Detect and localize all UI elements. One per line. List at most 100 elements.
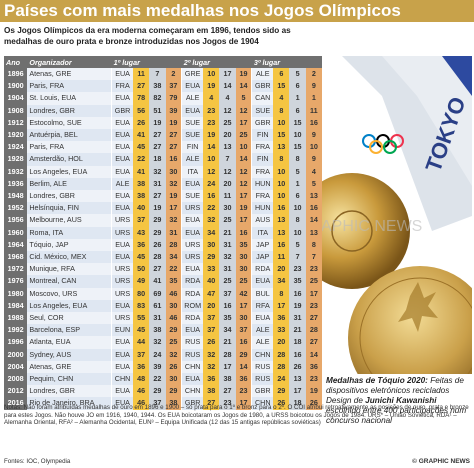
place-1-country-cell: EUA xyxy=(111,153,133,166)
place-2-country-cell: ITA xyxy=(181,165,204,178)
place-1-country-cell: URS xyxy=(111,214,133,227)
table-row: 1980 Moscovo, URS URS 80 69 46 RDA 47 37 42 BUL 8 16… xyxy=(4,287,322,300)
place-1-gold-cell: 50 xyxy=(133,263,150,276)
place-1-bronze-cell: 32 xyxy=(165,348,182,361)
place-3-bronze-cell: 13 xyxy=(305,190,322,203)
place-1-bronze-cell: 2 xyxy=(165,68,182,81)
place-1-country-cell: ALE xyxy=(111,177,133,191)
place-3-silver-cell: 26 xyxy=(289,360,306,374)
place-1-silver-cell: 37 xyxy=(149,397,166,410)
place-2-country-cell: URS xyxy=(181,238,204,252)
place-1-silver-cell: 82 xyxy=(149,92,166,105)
year-cell: 1912 xyxy=(4,116,28,130)
place-3-country-cell: CHN xyxy=(251,348,274,361)
place-2-bronze-cell: 12 xyxy=(235,177,252,191)
organizer-cell: Londres, GBR xyxy=(27,190,112,203)
place-1-country-cell: EUA xyxy=(111,238,133,252)
place-2-silver-cell: 16 xyxy=(219,299,236,313)
place-1-gold-cell: 27 xyxy=(133,80,150,93)
place-3-country-cell: FIN xyxy=(251,129,274,142)
year-cell: 1972 xyxy=(4,263,28,276)
place-1-gold-cell: 37 xyxy=(133,214,150,227)
place-2-bronze-cell: 16 xyxy=(235,336,252,349)
place-2-country-cell: SUE xyxy=(181,116,204,130)
place-1-silver-cell: 31 xyxy=(149,177,166,191)
place-2-silver-cell: 27 xyxy=(219,385,236,398)
place-2-country-cell: EUA xyxy=(181,177,204,191)
place-1-silver-cell: 27 xyxy=(149,263,166,276)
place-2-country-cell: RUS xyxy=(181,348,204,361)
place-2-country-cell: ALE xyxy=(181,153,204,166)
table-row: 1896 Atenas, GRE EUA 11 7 2 GRE 10 17 19 ALE 6 5 2 xyxy=(4,68,322,81)
organizer-cell: Atenas, GRE xyxy=(27,360,112,374)
place-3-silver-cell: 5 xyxy=(289,165,306,178)
year-cell: 1964 xyxy=(4,238,28,252)
place-3-silver-cell: 21 xyxy=(289,324,306,337)
place-2-gold-cell: 19 xyxy=(203,80,220,93)
place-3-country-cell: RDA xyxy=(251,263,274,276)
place-1-gold-cell: 83 xyxy=(133,299,150,313)
place-3-country-cell: FRA xyxy=(251,165,274,178)
place-3-gold-cell: 8 xyxy=(273,153,290,166)
year-cell: 2004 xyxy=(4,360,28,374)
place-2-silver-cell: 17 xyxy=(219,360,236,374)
place-2-bronze-cell: 36 xyxy=(235,373,252,386)
year-cell: 1968 xyxy=(4,251,28,264)
place-3-country-cell: SUE xyxy=(251,104,274,117)
place-1-country-cell: URS xyxy=(111,275,133,288)
table-row: 1992 Barcelona, ESP EUN 45 38 29 EUA 37 34 37 ALE 3… xyxy=(4,324,322,337)
place-1-bronze-cell: 30 xyxy=(165,165,182,178)
place-3-gold-cell: 33 xyxy=(273,324,290,337)
place-1-silver-cell: 29 xyxy=(149,385,166,398)
place-2-bronze-cell: 12 xyxy=(235,104,252,117)
place-1-bronze-cell: 46 xyxy=(165,287,182,300)
place-2-silver-cell: 38 xyxy=(219,373,236,386)
place-1-gold-cell: 46 xyxy=(133,397,150,410)
place-3-silver-cell: 7 xyxy=(289,251,306,264)
place-1-bronze-cell: 29 xyxy=(165,324,182,337)
place-3-gold-cell: 34 xyxy=(273,275,290,288)
place-3-country-cell: GBR xyxy=(251,385,274,398)
place-2-silver-cell: 31 xyxy=(219,263,236,276)
place-2-silver-cell: 30 xyxy=(219,202,236,215)
place-1-country-cell: GBR xyxy=(111,104,133,117)
place-3-silver-cell: 19 xyxy=(289,299,306,313)
place-3-bronze-cell: 9 xyxy=(305,80,322,93)
place-3-gold-cell: 15 xyxy=(273,80,290,93)
place-1-silver-cell: 28 xyxy=(149,251,166,264)
table-row: 2000 Sydney, AUS EUA 37 24 32 RUS 32 28 29 CHN 28 16… xyxy=(4,348,322,361)
place-1-silver-cell: 38 xyxy=(149,80,166,93)
place-3-bronze-cell: 26 xyxy=(305,397,322,410)
place-1-bronze-cell: 17 xyxy=(165,202,182,215)
place-3-country-cell: RFA xyxy=(251,299,274,313)
table-row: 1900 Paris, FRA FRA 27 38 37 EUA 19 14 14 GBR 15 6 9 xyxy=(4,80,322,93)
caption-text: Feitas de dispositivos eletrónicos recic… xyxy=(326,376,464,405)
table-row: 2008 Pequim, CHN CHN 48 22 30 EUA 36 38 36 RUS 24 13… xyxy=(4,373,322,386)
year-cell: 1924 xyxy=(4,141,28,154)
year-cell: 1908 xyxy=(4,104,28,117)
place-2-gold-cell: 12 xyxy=(203,165,220,178)
table-row: 1972 Munique, RFA URS 50 27 22 EUA 33 31 30 RDA 20 2… xyxy=(4,263,322,276)
place-3-gold-cell: 20 xyxy=(273,336,290,349)
year-cell: 2008 xyxy=(4,373,28,386)
place-2-bronze-cell: 12 xyxy=(235,165,252,178)
table-row: 1924 Paris, FRA EUA 45 27 27 FIN 14 13 10 FRA 13 15 1… xyxy=(4,141,322,154)
place-2-country-cell: EUA xyxy=(181,226,204,239)
place-3-country-cell: FRA xyxy=(251,141,274,154)
year-cell: 1984 xyxy=(4,299,28,313)
place-2-bronze-cell: 25 xyxy=(235,275,252,288)
place-2-gold-cell: 34 xyxy=(203,226,220,239)
organizer-cell: Tóquio, JAP xyxy=(27,238,112,252)
place-3-silver-cell: 13 xyxy=(289,373,306,386)
year-cell: 1992 xyxy=(4,324,28,337)
place-2-gold-cell: 26 xyxy=(203,336,220,349)
place-1-bronze-cell: 22 xyxy=(165,263,182,276)
place-2-bronze-cell: 17 xyxy=(235,214,252,227)
place-2-gold-cell: 4 xyxy=(203,92,220,105)
place-1-gold-cell: 45 xyxy=(133,251,150,264)
place-1-silver-cell: 22 xyxy=(149,373,166,386)
table-row: 1952 Helsínquia, FIN EUA 40 19 17 URS 22 30 19 HUN… xyxy=(4,202,322,215)
place-3-silver-cell: 6 xyxy=(289,80,306,93)
place-1-bronze-cell: 26 xyxy=(165,360,182,374)
place-1-bronze-cell: 27 xyxy=(165,129,182,142)
